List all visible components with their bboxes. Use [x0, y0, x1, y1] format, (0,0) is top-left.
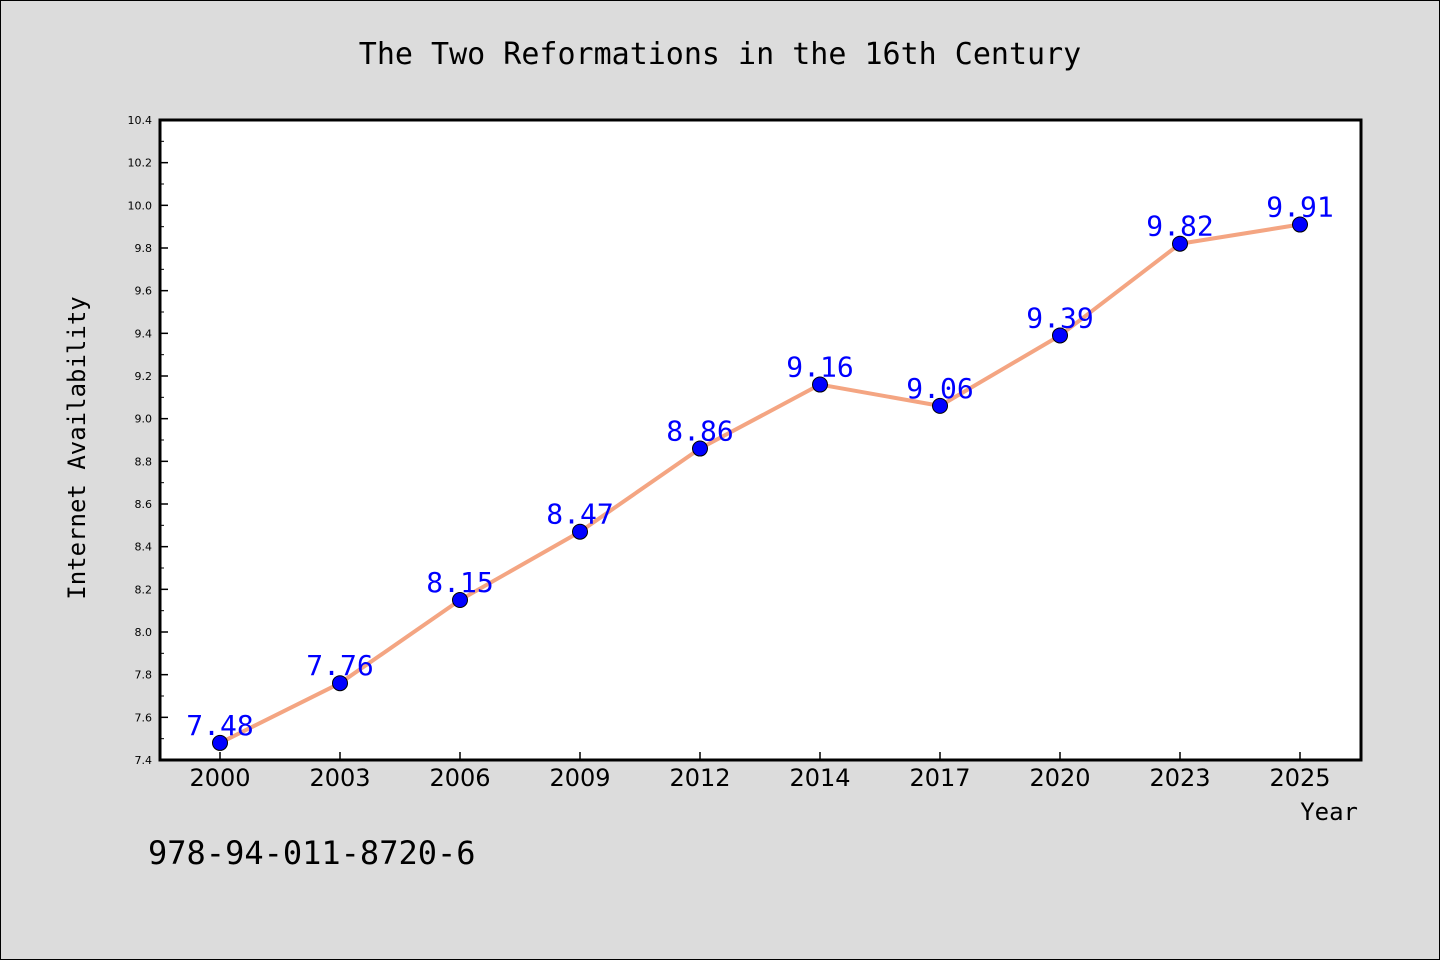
x-axis: 2000 2003 2006 2009 2012 2014 2017 2020 2023 2025 [189, 752, 1331, 792]
data-label-4: 8.86 [666, 415, 733, 448]
data-point-7 [1052, 327, 1068, 344]
y-tick-label-3: 8.0 [135, 626, 153, 639]
data-label-0: 7.48 [186, 709, 253, 742]
isbn-footnote: 978-94-011-8720-6 [148, 834, 476, 872]
series-line [219, 222, 1301, 745]
y-tick-label-0: 7.4 [135, 754, 153, 767]
data-point-4 [692, 440, 708, 457]
y-axis: 7.4 7.6 7.8 8.0 8.2 8.4 8.6 8.8 9.0 9.2 9.4 9.6 9.8 1… [128, 114, 168, 767]
y-tick-label-4: 8.2 [135, 583, 153, 596]
x-tick-label-2: 2006 [429, 764, 490, 792]
data-point-0 [212, 734, 228, 751]
y-tick-label-6: 8.6 [135, 498, 153, 511]
data-label-5: 9.16 [786, 351, 853, 384]
chart-title: The Two Reformations in the 16th Century [359, 37, 1081, 72]
x-tick-label-9: 2025 [1269, 764, 1330, 792]
data-point-3 [572, 523, 588, 540]
data-point-9 [1292, 216, 1308, 233]
x-tick-label-3: 2009 [549, 764, 610, 792]
data-label-3: 8.47 [546, 498, 613, 531]
y-tick-label-14: 10.2 [128, 157, 153, 170]
x-tick-label-0: 2000 [189, 764, 250, 792]
plot-area [158, 118, 1363, 762]
y-tick-label-7: 8.8 [135, 455, 153, 468]
y-tick-label-15: 10.4 [128, 114, 153, 127]
y-tick-label-1: 7.6 [135, 711, 153, 724]
data-point-8 [1172, 235, 1188, 252]
y-tick-label-5: 8.4 [135, 541, 153, 554]
y-tick-label-13: 10.0 [128, 199, 153, 212]
data-point-6 [932, 397, 948, 414]
x-tick-label-4: 2012 [669, 764, 730, 792]
data-label-7: 9.39 [1026, 301, 1093, 334]
y-tick-label-9: 9.2 [135, 370, 153, 383]
x-tick-label-7: 2020 [1029, 764, 1090, 792]
data-label-8: 9.82 [1146, 210, 1213, 243]
y-tick-label-11: 9.6 [135, 285, 153, 298]
data-point-1 [332, 675, 348, 692]
y-tick-label-8: 9.0 [135, 413, 153, 426]
x-tick-label-5: 2014 [789, 764, 850, 792]
data-label-2: 8.15 [426, 566, 493, 599]
data-label-9: 9.91 [1266, 191, 1333, 224]
data-point-5 [812, 376, 828, 393]
data-label-1: 7.76 [306, 649, 373, 682]
y-axis-label: Internet Availability [63, 296, 91, 599]
y-tick-label-10: 9.4 [135, 327, 153, 340]
y-tick-label-12: 9.8 [135, 242, 153, 255]
series-layer: 7.48 7.76 8.15 8.47 8.86 9.16 9.06 9.39 9.82 9.91 [186, 191, 1334, 751]
x-tick-label-6: 2017 [909, 764, 970, 792]
data-label-6: 9.06 [906, 372, 973, 405]
x-axis-label: Year [1300, 798, 1358, 826]
x-tick-label-1: 2003 [309, 764, 370, 792]
data-point-2 [452, 592, 468, 608]
y-tick-label-2: 7.8 [135, 669, 153, 682]
x-tick-label-8: 2023 [1149, 764, 1210, 792]
